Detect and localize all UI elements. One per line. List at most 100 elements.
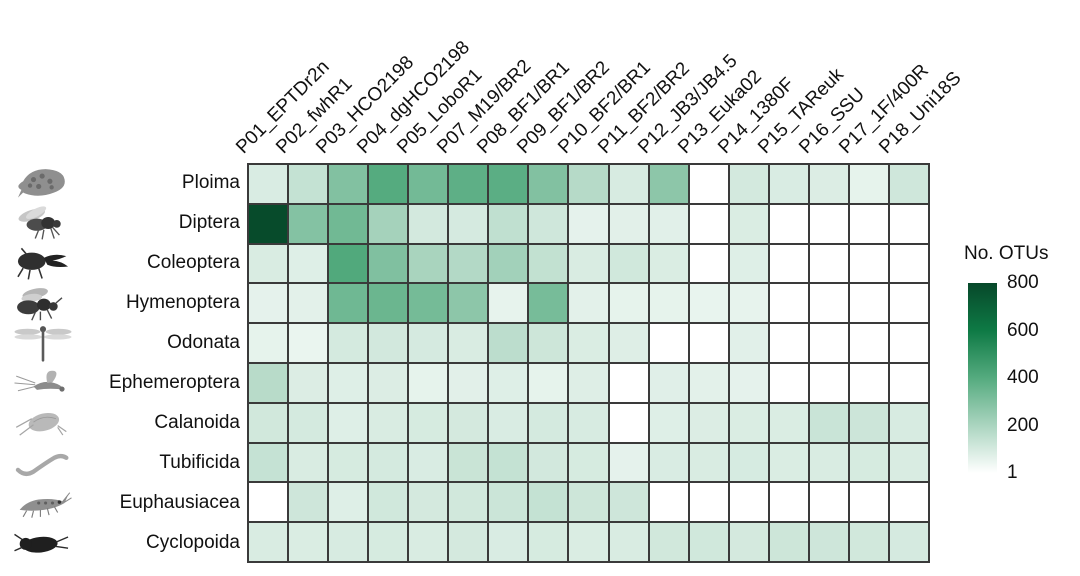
legend-tick-label: 800 (1007, 272, 1039, 293)
heatmap-cell (568, 442, 609, 483)
heatmap-cell (768, 243, 809, 284)
heatmap-cell (568, 402, 609, 443)
row-label: Ploima (181, 172, 240, 193)
heatmap-cell (568, 482, 609, 523)
heatmap-cell (368, 323, 409, 363)
row-label: Odonata (167, 332, 240, 353)
heatmap-cell (888, 283, 929, 324)
heatmap-cell (728, 442, 769, 483)
fly-icon (18, 206, 61, 240)
heatmap-cell (808, 442, 849, 483)
heatmap-cell (608, 482, 649, 523)
heatmap-cell (448, 283, 489, 324)
heatmap-cell (608, 522, 649, 562)
legend-tick-label: 1 (1007, 462, 1018, 483)
heatmap-cell (488, 522, 529, 562)
heatmap-cell (768, 402, 809, 443)
cyclopoid-copepod-icon (14, 533, 69, 553)
row-label: Cyclopoida (146, 532, 240, 553)
heatmap-cell (888, 402, 929, 443)
heatmap-cell (248, 243, 289, 284)
calanoid-copepod-icon (15, 412, 67, 436)
heatmap-cell (808, 203, 849, 244)
heatmap-cell (328, 283, 369, 324)
heatmap-cell (568, 522, 609, 562)
heatmap-cell (848, 482, 889, 523)
heatmap-cell (408, 402, 449, 443)
heatmap-cell (488, 402, 529, 443)
heatmap-cell (328, 243, 369, 284)
heatmap-cell (408, 482, 449, 523)
heatmap-cell (808, 283, 849, 324)
heatmap-cell (768, 323, 809, 363)
heatmap-cell (448, 442, 489, 483)
heatmap-cell (648, 402, 689, 443)
heatmap-cell (688, 323, 729, 363)
heatmap-cell (248, 522, 289, 562)
heatmap-cell (888, 362, 929, 403)
heatmap-cell (528, 402, 569, 443)
heatmap-cell (768, 283, 809, 324)
taxa-icon-cell (6, 283, 80, 323)
row-label: Tubificida (159, 452, 240, 473)
heatmap-cell (728, 522, 769, 562)
heatmap-cell (728, 402, 769, 443)
legend-title: No. OTUs (964, 243, 1049, 264)
heatmap-cell (888, 203, 929, 244)
heatmap-cell (688, 402, 729, 443)
heatmap-cell (768, 482, 809, 523)
taxa-icon-cell (6, 363, 80, 403)
heatmap-cell (768, 362, 809, 403)
heatmap-cell (648, 164, 689, 204)
heatmap-cell (568, 203, 609, 244)
taxa-icon-cell (6, 403, 80, 443)
heatmap-cell (288, 283, 329, 324)
heatmap-cell (448, 203, 489, 244)
legend-tick-label: 600 (1007, 319, 1039, 341)
heatmap-cell (808, 323, 849, 363)
heatmap-cell (248, 164, 289, 204)
taxa-icon-cell (6, 523, 80, 563)
heatmap-cell (408, 283, 449, 324)
heatmap-cell (648, 203, 689, 244)
heatmap-cell (648, 323, 689, 363)
heatmap-cell (288, 482, 329, 523)
heatmap-cell (448, 402, 489, 443)
heatmap-cell (288, 522, 329, 562)
taxa-icon-cell (6, 443, 80, 483)
heatmap-cell (888, 522, 929, 562)
heatmap-cell (728, 283, 769, 324)
heatmap-cell (448, 522, 489, 562)
heatmap-cell (848, 243, 889, 284)
heatmap-cell (768, 442, 809, 483)
heatmap-cell (608, 442, 649, 483)
heatmap-cell (288, 323, 329, 363)
heatmap-cell (688, 362, 729, 403)
heatmap-cell (288, 402, 329, 443)
heatmap-cell (848, 402, 889, 443)
heatmap-cell (608, 243, 649, 284)
heatmap-cell (408, 362, 449, 403)
heatmap-cell (408, 203, 449, 244)
heatmap-cell (688, 164, 729, 204)
heatmap-cell (368, 203, 409, 244)
heatmap-cell (648, 482, 689, 523)
heatmap-cell (368, 283, 409, 324)
heatmap-cell (728, 164, 769, 204)
heatmap-cell (888, 243, 929, 284)
row-label: Hymenoptera (125, 292, 240, 313)
heatmap-cell (608, 402, 649, 443)
heatmap-cell (848, 442, 889, 483)
heatmap-cell (528, 283, 569, 324)
heatmap-cell (248, 203, 289, 244)
heatmap-cell (568, 362, 609, 403)
heatmap-cell (488, 164, 529, 204)
heatmap-cell (328, 164, 369, 204)
heatmap-cell (328, 522, 369, 562)
heatmap-cell (488, 442, 529, 483)
heatmap-cell (808, 362, 849, 403)
heatmap-cell (808, 164, 849, 204)
heatmap-cell (648, 522, 689, 562)
heatmap-cell (848, 362, 889, 403)
heatmap-cell (288, 203, 329, 244)
